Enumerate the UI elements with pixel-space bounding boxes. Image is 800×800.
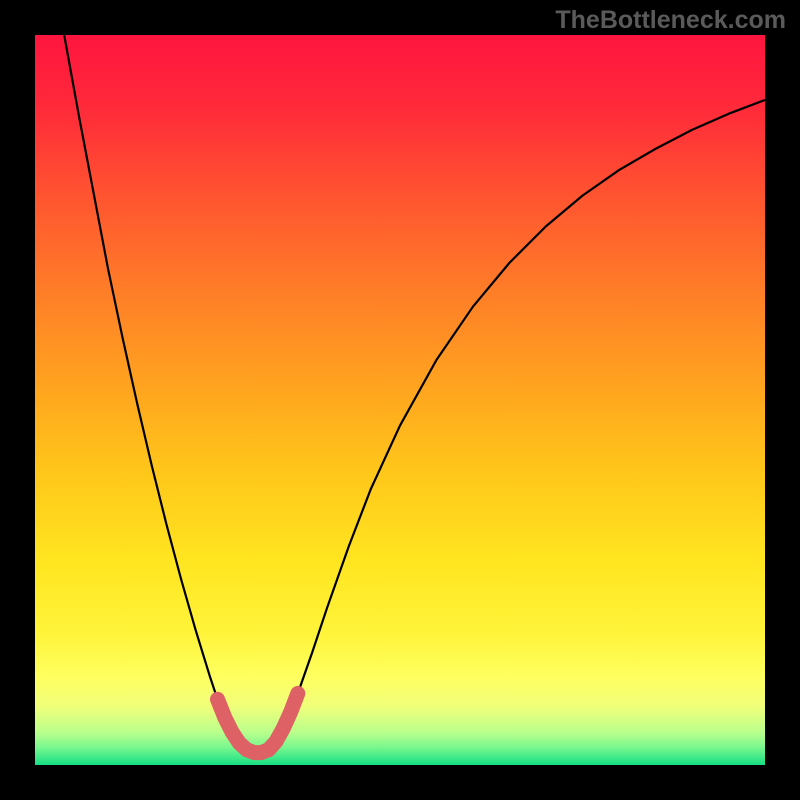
watermark-text: TheBottleneck.com [555,6,786,35]
plot-svg [35,35,765,765]
plot-background [35,35,765,765]
plot-area [35,35,765,765]
